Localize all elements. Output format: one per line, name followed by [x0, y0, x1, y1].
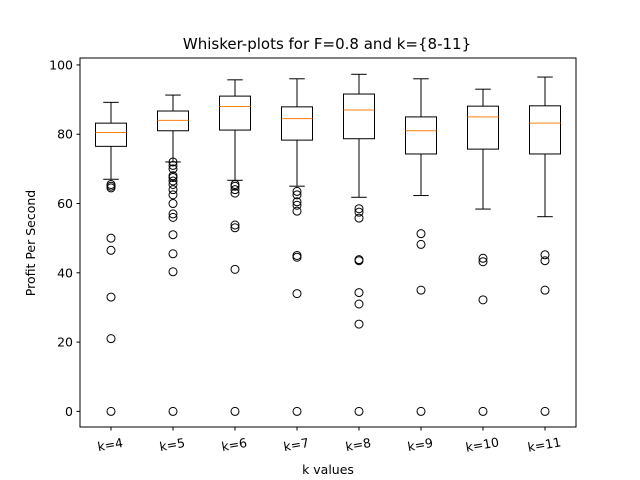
outlier-point — [168, 199, 178, 209]
y-tick-label: 20 — [57, 335, 73, 350]
x-axis-label: k values — [302, 462, 354, 477]
outlier-point — [478, 257, 488, 267]
outlier-point — [292, 250, 302, 260]
y-tick-label: 100 — [49, 57, 73, 72]
outlier-point — [292, 200, 302, 210]
x-tick-label: k=4 — [96, 435, 124, 454]
y-tick-label: 80 — [57, 127, 73, 142]
outlier-point — [168, 185, 178, 195]
outlier-point — [106, 292, 116, 302]
x-tick-label: k=7 — [282, 435, 310, 454]
outlier-point — [292, 406, 302, 416]
iqr-box — [467, 105, 499, 150]
outlier-point — [230, 223, 240, 233]
box-3 — [219, 79, 251, 416]
iqr-box — [281, 106, 313, 141]
outlier-point — [478, 253, 488, 263]
outlier-point — [354, 256, 364, 266]
outlier-point — [106, 245, 116, 255]
outlier-point — [292, 197, 302, 207]
outlier-point — [168, 267, 178, 277]
outlier-point — [106, 183, 116, 193]
outlier-point — [354, 213, 364, 223]
outlier-point — [540, 406, 550, 416]
outlier-point — [478, 295, 488, 305]
iqr-box — [95, 122, 127, 147]
box-1 — [95, 101, 127, 416]
outlier-point — [540, 285, 550, 295]
outlier-point — [292, 252, 302, 262]
outlier-point — [106, 233, 116, 243]
outlier-point — [540, 250, 550, 260]
outlier-point — [354, 288, 364, 298]
outlier-point — [106, 181, 116, 191]
outlier-point — [416, 285, 426, 295]
box-4 — [281, 78, 313, 416]
outlier-point — [168, 176, 178, 186]
box-8 — [529, 76, 561, 416]
y-tick-label: 60 — [57, 196, 73, 211]
plot-frame — [79, 57, 577, 428]
x-tick-label: k=10 — [464, 434, 500, 455]
x-tick-label: k=9 — [406, 435, 434, 454]
chart-title: Whisker-plots for F=0.8 and k={8-11} — [183, 35, 471, 53]
outlier-point — [292, 206, 302, 216]
y-axis-label: Profit Per Second — [23, 190, 38, 296]
outlier-point — [230, 188, 240, 198]
outlier-point — [292, 186, 302, 196]
outlier-point — [168, 212, 178, 222]
outlier-point — [168, 160, 178, 170]
outlier-point — [230, 264, 240, 274]
outlier-point — [354, 204, 364, 214]
x-tick-label: k=11 — [526, 434, 562, 455]
outlier-point — [230, 406, 240, 416]
iqr-box — [405, 116, 437, 155]
outlier-point — [168, 209, 178, 219]
outlier-point — [230, 220, 240, 230]
box-2 — [157, 94, 189, 416]
outlier-point — [416, 239, 426, 249]
axes: 0 20 40 60 80 100 k=4 k=5 k=6 k=7 k=8 k=9 k=10 k=11 — [49, 57, 562, 454]
outlier-point — [106, 334, 116, 344]
outlier-point — [168, 179, 178, 189]
x-tick-label: k=5 — [158, 435, 186, 454]
outlier-point — [354, 319, 364, 329]
outlier-point — [354, 299, 364, 309]
outlier-point — [106, 406, 116, 416]
x-tick-label: k=8 — [344, 435, 372, 454]
outlier-point — [168, 164, 178, 174]
outlier-point — [168, 173, 178, 183]
iqr-box — [529, 105, 561, 155]
outlier-point — [230, 181, 240, 191]
outlier-point — [292, 190, 302, 200]
plot-area — [95, 73, 561, 416]
outlier-point — [354, 207, 364, 217]
box-5 — [343, 73, 375, 416]
outlier-point — [292, 289, 302, 299]
y-tick-label: 0 — [65, 404, 73, 419]
y-tick-label: 40 — [57, 265, 73, 280]
outlier-point — [168, 157, 178, 167]
outlier-point — [540, 256, 550, 266]
outlier-point — [416, 406, 426, 416]
outlier-point — [168, 230, 178, 240]
box-6 — [405, 78, 437, 416]
box-7 — [467, 88, 499, 416]
x-tick-label: k=6 — [220, 435, 248, 454]
outlier-point — [416, 229, 426, 239]
outlier-point — [230, 185, 240, 195]
outlier-point — [478, 406, 488, 416]
outlier-point — [168, 249, 178, 259]
outlier-point — [354, 406, 364, 416]
outlier-point — [168, 190, 178, 200]
outlier-point — [168, 406, 178, 416]
iqr-box — [343, 93, 375, 140]
iqr-box — [157, 110, 189, 132]
iqr-box — [219, 95, 251, 131]
